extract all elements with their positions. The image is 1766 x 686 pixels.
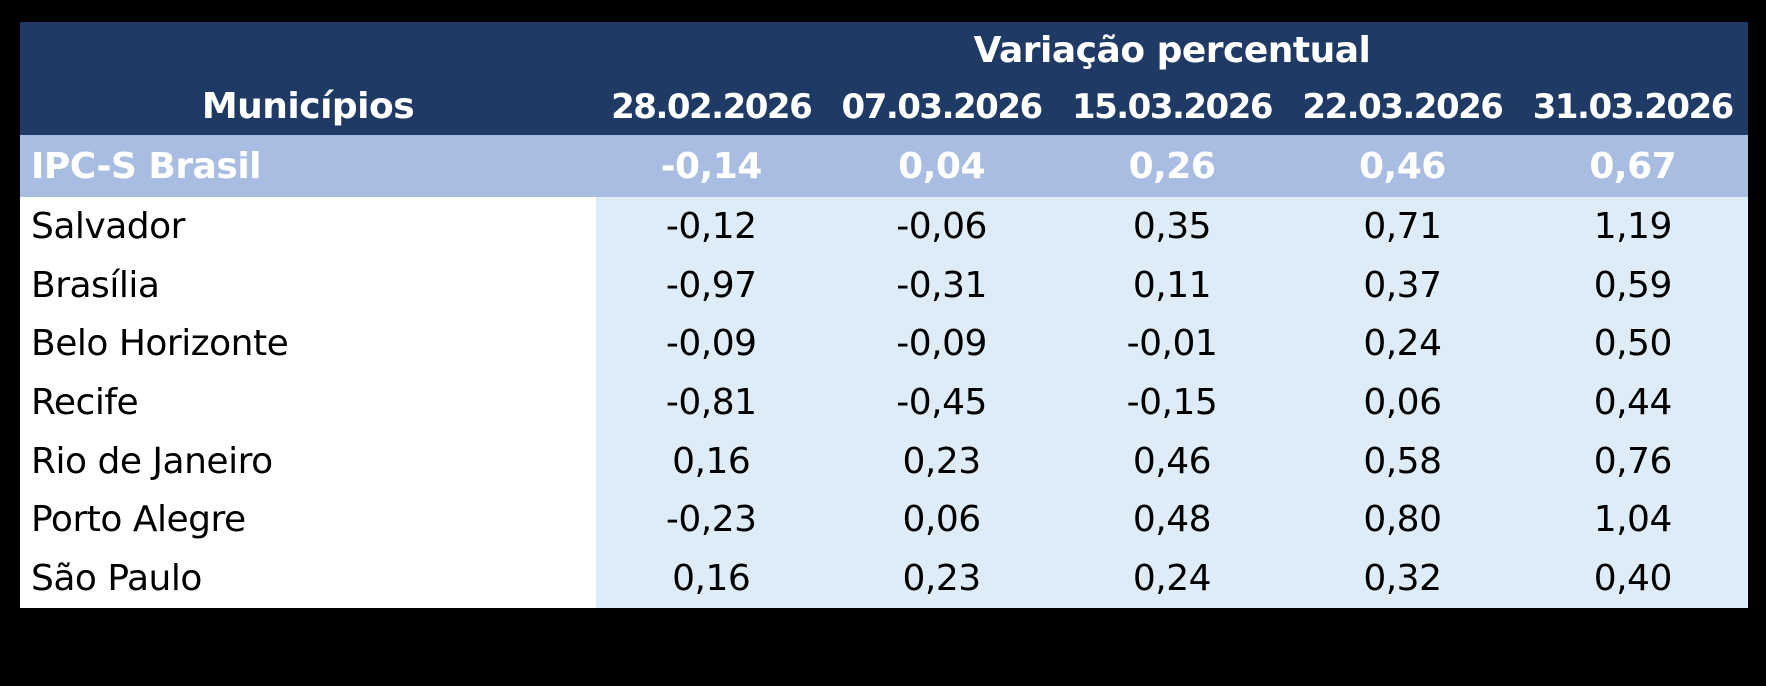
cell-value: 0,46 [1056, 431, 1288, 491]
col-header-date-1: 28.02.2026 [596, 78, 827, 135]
cell-value: 1,19 [1517, 197, 1748, 256]
cell-value: 0,24 [1287, 314, 1518, 374]
highlight-value: -0,14 [596, 135, 827, 197]
cell-value: -0,97 [596, 255, 827, 315]
cell-value: 0,48 [1056, 490, 1288, 550]
row-label-rio-de-janeiro: Rio de Janeiro [20, 431, 596, 491]
cell-value: -0,09 [596, 314, 827, 374]
cell-value: -0,45 [826, 373, 1057, 432]
cell-value: 0,71 [1287, 197, 1518, 256]
col-header-municipios: Municípios [20, 78, 596, 135]
cell-value: 0,16 [596, 549, 827, 608]
cell-value: 0,58 [1287, 431, 1518, 491]
cell-value: 0,23 [826, 431, 1057, 491]
row-label-brasilia: Brasília [20, 255, 596, 315]
cell-value: 0,40 [1517, 549, 1748, 608]
row-label-porto-alegre: Porto Alegre [20, 490, 596, 550]
col-header-date-3: 15.03.2026 [1056, 78, 1288, 135]
row-label-belo-horizonte: Belo Horizonte [20, 314, 596, 374]
cell-value: -0,01 [1056, 314, 1288, 374]
col-header-date-4: 22.03.2026 [1287, 78, 1518, 135]
cell-value: 1,04 [1517, 490, 1748, 550]
cell-value: -0,15 [1056, 373, 1288, 432]
cell-value: 0,50 [1517, 314, 1748, 374]
cell-value: -0,81 [596, 373, 827, 432]
highlight-value: 0,26 [1056, 135, 1288, 197]
highlight-value: 0,46 [1287, 135, 1518, 197]
col-header-date-5: 31.03.2026 [1517, 78, 1748, 135]
cell-value: 0,35 [1056, 197, 1288, 256]
row-label-recife: Recife [20, 373, 596, 432]
cell-value: 0,32 [1287, 549, 1518, 608]
highlight-value: 0,67 [1517, 135, 1748, 197]
row-label-salvador: Salvador [20, 197, 596, 256]
cell-value: 0,76 [1517, 431, 1748, 491]
cell-value: 0,59 [1517, 255, 1748, 315]
cell-value: 0,06 [1287, 373, 1518, 432]
highlight-row-label: IPC-S Brasil [20, 135, 596, 197]
cell-value: -0,31 [826, 255, 1057, 315]
highlight-value: 0,04 [826, 135, 1057, 197]
ipcs-variation-table: Variação percentual Municípios 28.02.202… [20, 22, 1748, 608]
cell-value: 0,80 [1287, 490, 1518, 550]
header-corner-spacer [20, 22, 596, 78]
cell-value: -0,12 [596, 197, 827, 256]
span-header-variacao-percentual: Variação percentual [596, 22, 1748, 78]
cell-value: -0,06 [826, 197, 1057, 256]
cell-value: 0,44 [1517, 373, 1748, 432]
cell-value: 0,24 [1056, 549, 1288, 608]
cell-value: -0,23 [596, 490, 827, 550]
cell-value: 0,16 [596, 431, 827, 491]
col-header-date-2: 07.03.2026 [826, 78, 1057, 135]
cell-value: 0,37 [1287, 255, 1518, 315]
cell-value: -0,09 [826, 314, 1057, 374]
cell-value: 0,11 [1056, 255, 1288, 315]
cell-value: 0,06 [826, 490, 1057, 550]
row-label-sao-paulo: São Paulo [20, 549, 596, 608]
cell-value: 0,23 [826, 549, 1057, 608]
